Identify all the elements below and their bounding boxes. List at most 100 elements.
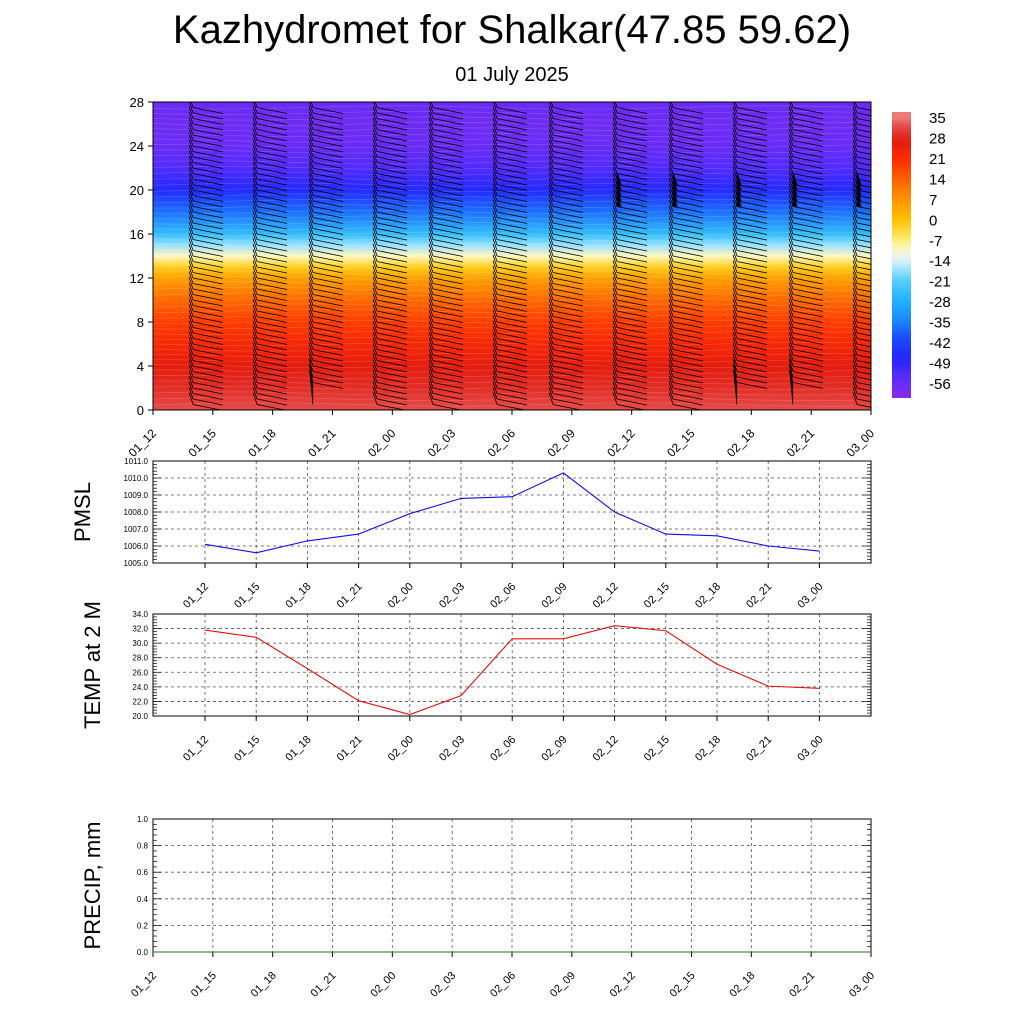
wind-barb-staff [552,189,584,197]
wind-barb-flag [612,370,618,383]
wind-barb-staff [496,178,528,186]
wind-barb-flag [252,128,258,141]
wind-barb-flag [188,320,194,334]
wind-barb-staff [856,228,871,232]
wind-barb-flag [492,227,498,240]
pmsl-chart: 1005.0 1006.0 1007.0 1008.0 1009.0 1010.0 1011… [70,457,872,611]
wind-barb-staff [736,255,768,263]
wind-barb-flag [252,359,258,372]
wind-barb-staff [376,393,408,400]
wind-barb-flag [668,205,674,218]
wind-barb-flag [308,287,314,301]
wind-barb-flag [788,139,794,152]
wind-barb-staff [192,151,224,158]
wind-barb-staff [552,107,584,114]
wind-barb-flag [788,205,794,218]
wind-barb-staff [192,343,224,351]
wind-barb-staff [192,162,224,169]
wind-barb-flag [612,144,618,158]
wind-barb-staff [856,195,871,199]
wind-barb-flag [252,199,258,213]
wind-barb-flag [612,375,618,389]
wind-barb-flag [852,161,858,174]
wind-barb-flag [188,315,194,328]
wind-barb-staff [552,305,584,312]
contour-line [153,171,854,176]
wind-barb-flag [852,243,858,257]
wind-barb-staff [616,354,648,362]
wind-barb-staff [736,299,768,307]
wind-barb-staff [672,140,704,147]
wind-barb-staff [736,354,768,362]
wind-barb-flag [668,177,674,191]
wind-barb-flag [852,183,858,196]
wind-barb-flag [788,293,794,306]
y-axis-label: PMSL [70,482,95,542]
wind-barb-flag [428,386,434,400]
wind-barb-staff [792,321,824,329]
wind-barb-staff [736,118,768,125]
wind-barb-flag [612,111,618,125]
wind-barb-staff [432,272,464,279]
wind-barb-staff [856,211,871,216]
wind-barb-staff [672,299,704,307]
y-tick-label: 0.4 [137,895,149,904]
wind-barb-staff [256,294,288,301]
wind-barb-flag [732,276,738,290]
wind-barb-staff [432,184,464,191]
wind-barb-flag [372,111,378,125]
y-tick-label: 8 [137,315,144,330]
wind-barb-flag [492,194,498,207]
wind-barb-staff [192,382,224,389]
wind-barb-staff [376,387,408,395]
wind-barb-staff [192,376,224,384]
wind-barb-staff [376,272,408,279]
wind-barb-staff [792,288,824,296]
precip-chart: 0.0 0.2 0.4 0.6 0.8 1.0 01_12 01_15 01_18 01_21 02… [80,815,877,1000]
wind-barb-flag [788,254,794,268]
wind-barb-staff [552,299,584,307]
wind-barb-flag [252,144,258,158]
wind-barb-staff [616,211,648,219]
wind-barb-flag [428,364,434,378]
wind-barb-flag [788,364,794,378]
wind-barb-flag [308,353,314,367]
wind-barb-flag [252,188,258,202]
wind-barb-flag [668,254,674,268]
x-tick-label: 01_12 [181,734,211,764]
wind-barb-flag [668,353,674,367]
wind-barb-flag [252,177,258,191]
wind-barb-flag [668,298,674,312]
wind-barb-staff [792,206,824,213]
wind-barb-flag [188,243,194,257]
wind-barb-flag [548,243,554,257]
wind-barb-flag [788,331,794,345]
wind-barb-staff [736,283,768,290]
wind-barb-staff [376,244,408,252]
wind-barb-staff [616,123,648,131]
wind-barb-staff [192,266,224,274]
wind-barb-flag [372,166,378,180]
wind-barb-staff [616,261,648,268]
wind-barb-staff [432,211,464,219]
wind-barb-flag [788,210,794,224]
page-subtitle: 01 July 2025 [455,64,569,86]
wind-barb-flag [548,210,554,224]
page-title: Kazhydromet for Shalkar(47.85 59.62) [172,8,852,52]
wind-barb-staff [432,107,464,114]
wind-barb-flag [308,122,314,136]
wind-barb-flag [188,150,194,163]
wind-barb-flag [788,265,794,279]
wind-barb-staff [672,233,704,241]
wind-barb-staff [616,107,648,114]
wind-barb-flag [308,309,314,323]
wind-barb-flag [788,188,794,202]
wind-barb-staff [792,244,824,252]
wind-barb-staff [376,371,408,378]
wind-barb-flag [372,128,378,141]
wind-barb-flag [252,331,258,345]
wind-barb-flag [612,102,618,114]
wind-barb-staff [552,250,584,257]
wind-barb-staff [552,173,584,180]
wind-barb-staff [736,129,768,136]
